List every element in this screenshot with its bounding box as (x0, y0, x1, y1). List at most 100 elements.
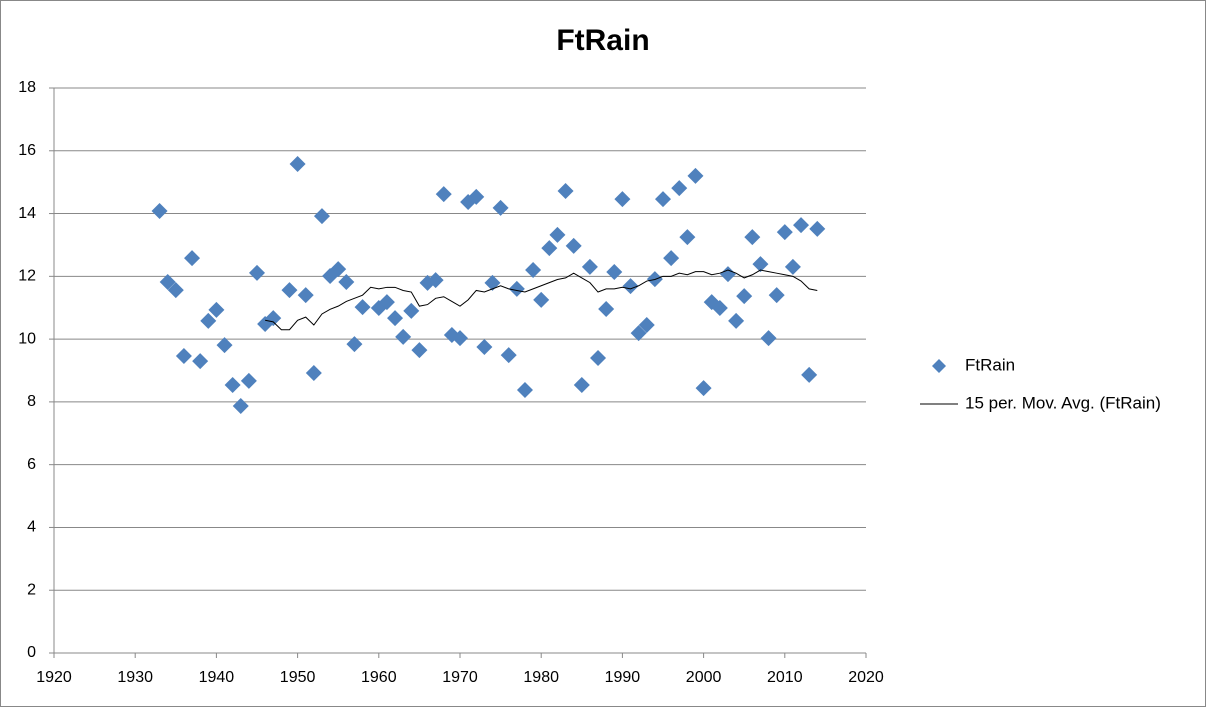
data-point (776, 224, 793, 241)
data-point (744, 229, 761, 246)
data-point (330, 261, 347, 278)
data-point (671, 180, 688, 197)
y-tick-label: 10 (18, 330, 36, 347)
y-tick-label: 18 (18, 79, 36, 96)
data-point (346, 336, 363, 353)
x-tick-label: 1920 (36, 669, 72, 686)
data-point (638, 316, 655, 333)
data-point (614, 191, 631, 208)
data-point (192, 353, 209, 370)
data-point (338, 273, 355, 290)
y-tick-label: 4 (27, 519, 36, 536)
y-tick-label: 16 (18, 142, 36, 159)
x-tick-label: 1950 (280, 669, 316, 686)
data-point (598, 300, 615, 317)
data-point (452, 330, 468, 347)
data-point (655, 191, 671, 208)
data-point (240, 372, 257, 389)
data-point (411, 342, 428, 359)
data-point (533, 291, 550, 308)
data-point (476, 338, 493, 355)
data-point (695, 380, 712, 397)
data-point (728, 312, 745, 329)
x-tick-label: 1980 (523, 669, 559, 686)
data-point (281, 282, 298, 299)
data-point (557, 182, 574, 199)
legend-label: 15 per. Mov. Avg. (FtRain) (965, 393, 1161, 412)
data-point (159, 273, 176, 290)
data-point (760, 330, 777, 347)
x-tick-label: 1960 (361, 669, 397, 686)
data-point (208, 301, 225, 318)
data-point (687, 167, 704, 184)
data-point (216, 337, 233, 354)
data-point (508, 280, 525, 297)
data-point (516, 381, 533, 398)
y-tick-label: 8 (27, 393, 36, 410)
data-point (500, 347, 517, 364)
data-point (305, 365, 322, 382)
x-tick-label: 2010 (767, 669, 803, 686)
data-point (581, 258, 598, 275)
data-point (565, 237, 582, 254)
y-tick-label: 6 (27, 456, 36, 473)
x-tick-label: 1930 (117, 669, 153, 686)
data-point (541, 240, 558, 257)
data-point (679, 229, 696, 246)
data-point (590, 349, 607, 366)
data-point (468, 188, 485, 205)
x-tick-label: 1970 (442, 669, 478, 686)
data-point (224, 376, 241, 393)
data-point (297, 287, 314, 304)
data-point (492, 199, 509, 216)
data-point (711, 300, 728, 317)
data-point (525, 262, 542, 279)
data-point (801, 366, 818, 383)
data-point (395, 328, 412, 345)
y-tick-label: 2 (27, 581, 36, 598)
x-tick-label: 1990 (605, 669, 641, 686)
data-point (784, 258, 801, 275)
data-point (793, 217, 810, 234)
data-point (289, 155, 306, 172)
data-point (663, 250, 680, 267)
data-point (622, 278, 639, 295)
x-tick-label: 2000 (686, 669, 722, 686)
y-tick-label: 14 (18, 205, 36, 222)
data-point (265, 310, 282, 327)
data-point (354, 299, 371, 316)
y-tick-label: 12 (18, 268, 36, 285)
data-point (167, 282, 184, 299)
x-tick-label: 2020 (848, 669, 884, 686)
moving-average-line (265, 269, 818, 331)
data-point (232, 397, 249, 414)
data-point (403, 302, 420, 319)
data-point (175, 348, 192, 365)
data-point (387, 310, 404, 327)
data-point (736, 288, 753, 305)
chart-title: FtRain (556, 24, 649, 57)
data-point (809, 220, 826, 237)
x-tick-label: 1940 (199, 669, 235, 686)
data-point (606, 263, 623, 280)
data-point (719, 266, 736, 283)
y-tick-label: 0 (27, 644, 36, 661)
data-point (378, 294, 395, 311)
data-point (549, 226, 566, 243)
data-point (249, 264, 265, 281)
data-point (313, 208, 330, 225)
data-point (151, 203, 168, 220)
data-point (427, 272, 444, 289)
data-point (630, 325, 647, 342)
data-point (752, 256, 769, 273)
data-point (573, 376, 590, 393)
data-point (184, 250, 201, 267)
legend-label: FtRain (965, 355, 1015, 374)
data-point (200, 312, 217, 329)
data-point (435, 186, 452, 203)
data-point (768, 287, 785, 304)
legend-marker (932, 359, 946, 373)
